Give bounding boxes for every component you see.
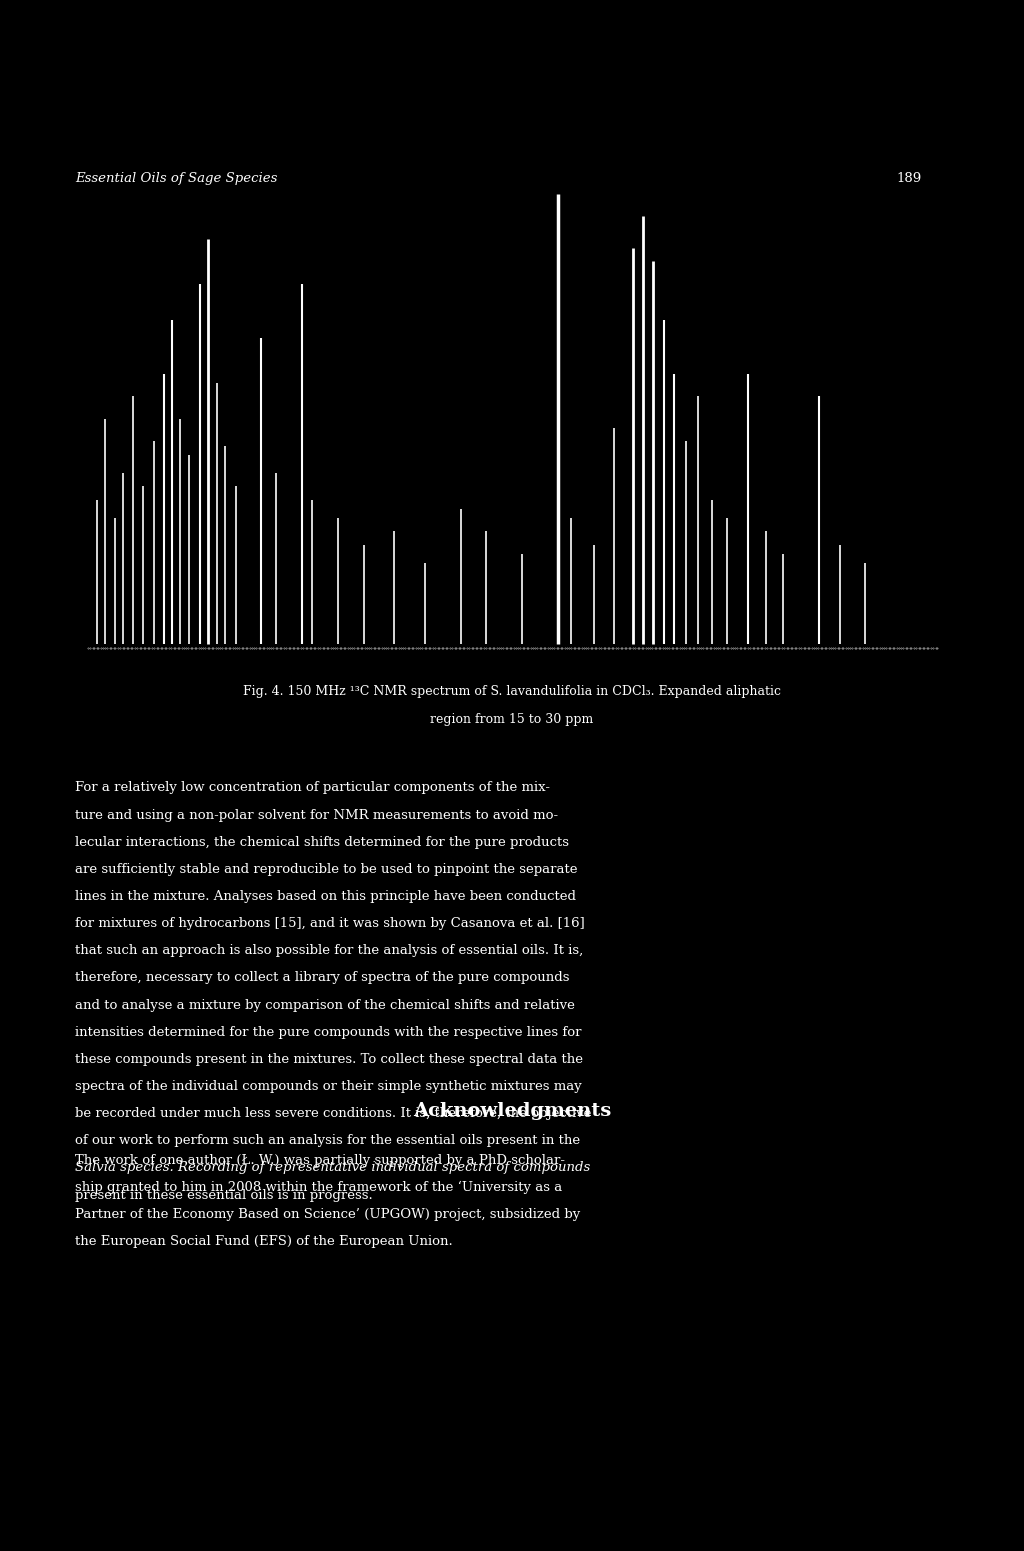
Text: ture and using a non-polar solvent for NMR measurements to avoid mo-: ture and using a non-polar solvent for N… — [75, 808, 558, 822]
Text: 189: 189 — [896, 172, 922, 185]
Text: and to analyse a mixture by comparison of the chemical shifts and relative: and to analyse a mixture by comparison o… — [75, 999, 574, 1011]
Text: for mixtures of hydrocarbons [15], and it was shown by Casanova et al. [16]: for mixtures of hydrocarbons [15], and i… — [75, 917, 585, 931]
Text: Fig. 4. 150 MHz ¹³C NMR spectrum of S. lavandulifolia in CDCl₃. Expanded aliphat: Fig. 4. 150 MHz ¹³C NMR spectrum of S. l… — [243, 686, 781, 698]
Text: these compounds present in the mixtures. To collect these spectral data the: these compounds present in the mixtures.… — [75, 1053, 583, 1066]
Text: present in these essential oils is in progress.: present in these essential oils is in pr… — [75, 1188, 373, 1202]
Text: Essential Oils of Sage Species: Essential Oils of Sage Species — [75, 172, 278, 185]
Text: intensities determined for the pure compounds with the respective lines for: intensities determined for the pure comp… — [75, 1025, 582, 1039]
Text: ship granted to him in 2008 within the framework of the ‘University as a: ship granted to him in 2008 within the f… — [75, 1180, 562, 1194]
Text: lecular interactions, the chemical shifts determined for the pure products: lecular interactions, the chemical shift… — [75, 836, 568, 848]
Text: Salvia species. Recording of representative individual spectra of compounds: Salvia species. Recording of representat… — [75, 1162, 590, 1174]
Text: spectra of the individual compounds or their simple synthetic mixtures may: spectra of the individual compounds or t… — [75, 1079, 582, 1093]
Text: lines in the mixture. Analyses based on this principle have been conducted: lines in the mixture. Analyses based on … — [75, 890, 575, 903]
Text: be recorded under much less severe conditions. It is, therefore, the objective: be recorded under much less severe condi… — [75, 1107, 591, 1120]
Text: that such an approach is also possible for the analysis of essential oils. It is: that such an approach is also possible f… — [75, 945, 583, 957]
Text: therefore, necessary to collect a library of spectra of the pure compounds: therefore, necessary to collect a librar… — [75, 971, 569, 985]
Text: The work of one author (Ł. W.) was partially supported by a PhD scholar-: The work of one author (Ł. W.) was parti… — [75, 1154, 565, 1166]
Text: of our work to perform such an analysis for the essential oils present in the: of our work to perform such an analysis … — [75, 1134, 580, 1148]
Text: region from 15 to 30 ppm: region from 15 to 30 ppm — [430, 713, 594, 726]
Text: For a relatively low concentration of particular components of the mix-: For a relatively low concentration of pa… — [75, 782, 550, 794]
Text: Partner of the Economy Based on Science’ (UPGOW) project, subsidized by: Partner of the Economy Based on Science’… — [75, 1208, 580, 1221]
Text: are sufficiently stable and reproducible to be used to pinpoint the separate: are sufficiently stable and reproducible… — [75, 862, 578, 876]
Text: the European Social Fund (EFS) of the European Union.: the European Social Fund (EFS) of the Eu… — [75, 1235, 453, 1249]
Text: Acknowledgments: Acknowledgments — [413, 1101, 611, 1120]
